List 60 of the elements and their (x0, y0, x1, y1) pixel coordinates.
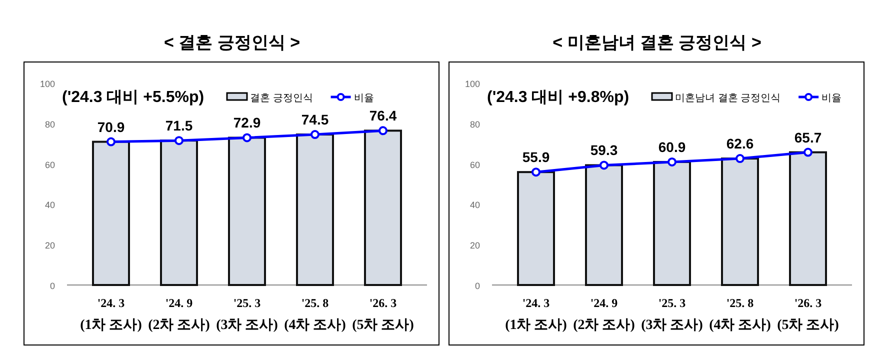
data-label: 65.7 (794, 129, 822, 146)
point (804, 148, 812, 157)
bar (789, 151, 827, 286)
data-label: 71.5 (165, 118, 193, 134)
y-tick-label: 40 (470, 200, 480, 210)
x-tick-label: '25. 3 (3차 조사) (216, 296, 278, 333)
y-tick-label: 60 (470, 160, 480, 170)
point (106, 137, 116, 146)
y-tick-label: 20 (44, 240, 55, 251)
point (378, 126, 388, 136)
data-label: 55.9 (522, 149, 550, 166)
point (174, 136, 184, 146)
data-label: 59.3 (590, 142, 618, 158)
point (736, 154, 744, 164)
x-tick-label: '26. 3 (5차 조사) (777, 296, 840, 333)
legend-label: 비율 (354, 93, 374, 104)
data-label: 70.9 (97, 118, 125, 135)
data-label: 76.4 (369, 108, 397, 124)
x-tick-label: '26. 3 (5차 조사) (352, 296, 414, 333)
y-tick-label: 0 (474, 281, 480, 291)
x-tick-label: '25. 8 (4차 조사) (709, 296, 772, 333)
point (600, 160, 608, 170)
bar (517, 171, 555, 286)
y-tick-label: 20 (470, 240, 480, 251)
point (310, 130, 320, 140)
bar (364, 130, 402, 286)
x-tick-label: '24. 9 (2차 조사) (148, 296, 210, 333)
annotation: ('24.3 대비 +9.8%p) (487, 89, 630, 106)
x-tick-label: '24. 9 (2차 조사) (573, 296, 636, 333)
y-tick-label: 100 (40, 79, 55, 89)
data-label: 72.9 (233, 114, 261, 131)
bar (92, 140, 130, 286)
data-label: 74.5 (301, 112, 329, 128)
bar (296, 134, 334, 286)
y-tick-label: 80 (470, 119, 480, 130)
y-tick-label: 0 (50, 281, 55, 291)
data-label: 62.6 (726, 136, 754, 152)
legend-label: 미혼남녀 결혼 긍정인식 (675, 93, 781, 104)
x-tick-label: '24. 3 (1차 조사) (80, 296, 142, 333)
bar (228, 136, 266, 286)
bar (160, 140, 198, 286)
y-tick-label: 60 (44, 160, 55, 170)
y-tick-label: 100 (464, 79, 480, 89)
x-tick-label: '24. 3 (1차 조사) (505, 296, 568, 333)
chart-title: < 결혼 긍정인식 > (164, 33, 300, 52)
y-tick-label: 40 (44, 200, 55, 210)
legend-label: 결혼 긍정인식 (250, 93, 313, 104)
legend-label: 비율 (822, 93, 842, 104)
x-tick-label: '25. 8 (4차 조사) (284, 296, 346, 333)
y-tick-label: 80 (44, 119, 55, 130)
bar (653, 160, 691, 286)
data-label: 60.9 (658, 138, 686, 155)
bar (585, 164, 623, 286)
point (242, 133, 252, 142)
bar (721, 158, 759, 286)
point (668, 157, 676, 166)
x-tick-label: '25. 3 (3차 조사) (641, 296, 704, 333)
point (532, 168, 540, 177)
chart-title: < 미혼남녀 결혼 긍정인식 > (552, 33, 762, 52)
annotation: ('24.3 대비 +5.5%p) (62, 89, 204, 106)
